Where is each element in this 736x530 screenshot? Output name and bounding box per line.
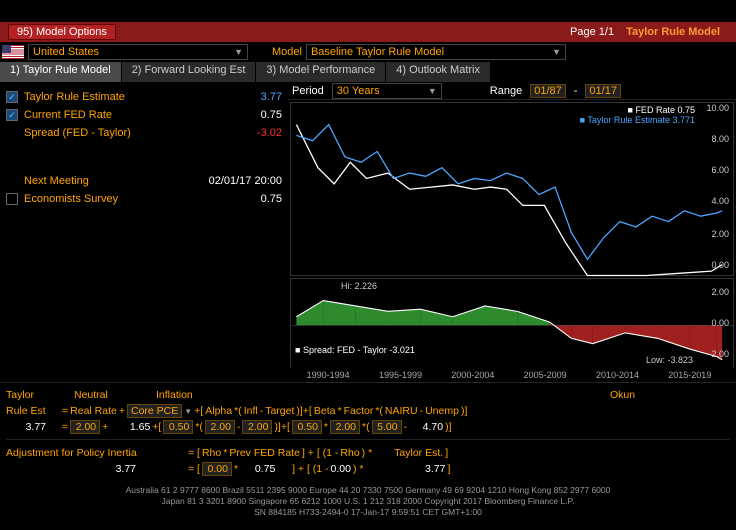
chevron-down-icon: ▼ bbox=[552, 47, 561, 57]
formula-panel: Taylor Neutral Inflation Okun Rule Est =… bbox=[0, 382, 736, 481]
model-options-button[interactable]: 95) Model Options bbox=[8, 24, 116, 40]
row-economists: Economists Survey 0.75 bbox=[6, 190, 282, 208]
estimate-label: Taylor Rule Estimate bbox=[24, 91, 125, 103]
adjustment-row: Adjustment for Policy Inertia = [ Rho * … bbox=[6, 445, 730, 461]
chevron-down-icon: ▼ bbox=[234, 47, 243, 57]
model-dropdown[interactable]: Baseline Taylor Rule Model ▼ bbox=[306, 44, 566, 60]
left-panel: ✓ Taylor Rule Estimate 3.77 ✓ Current FE… bbox=[0, 82, 288, 382]
spread-yaxis: 2.00 0.00 -2.00 bbox=[697, 279, 731, 367]
input-real-rate[interactable]: 2.00 bbox=[70, 420, 100, 434]
input-rho[interactable]: 0.00 bbox=[202, 462, 232, 476]
country-dropdown[interactable]: United States ▼ bbox=[28, 44, 248, 60]
footer: Australia 61 2 9777 8600 Brazil 5511 239… bbox=[0, 481, 736, 522]
topbar bbox=[0, 0, 736, 22]
val-rule: 3.77 bbox=[6, 421, 46, 433]
formula-header1: Taylor Neutral Inflation Okun bbox=[6, 387, 730, 403]
fed-value: 0.75 bbox=[261, 109, 282, 121]
adj-result: 3.77 bbox=[6, 463, 136, 475]
page-indicator: Page 1/1 bbox=[570, 26, 614, 38]
spread-label: Spread (FED - Taylor) bbox=[24, 127, 131, 139]
checkbox-fed[interactable]: ✓ bbox=[6, 109, 18, 121]
period-label: Period bbox=[292, 85, 324, 97]
val-taylor-est: 3.77 bbox=[395, 463, 445, 475]
yaxis: 10.00 8.00 6.00 4.00 2.00 0.00 bbox=[697, 103, 731, 275]
estimate-value: 3.77 bbox=[261, 91, 282, 103]
fed-label: Current FED Rate bbox=[24, 109, 112, 121]
model-dropdown-value: Baseline Taylor Rule Model bbox=[311, 46, 444, 58]
spread-hi: Hi: 2.226 bbox=[341, 281, 377, 291]
core-pce-select[interactable]: Core PCE bbox=[127, 404, 182, 418]
economists-label: Economists Survey bbox=[24, 193, 118, 205]
right-panel: Period 30 Years▼ Range 01/87 - 01/17 ■ F… bbox=[288, 82, 736, 382]
val-unemp: 4.70 bbox=[409, 421, 443, 433]
toolbar: 95) Model Options Page 1/1 Taylor Rule M… bbox=[0, 22, 736, 42]
formula-header2: Rule Est = Real Rate + Core PCE▼ +[ Alph… bbox=[6, 403, 730, 419]
tab-model-performance[interactable]: 3) Model Performance bbox=[256, 62, 386, 82]
economists-value: 0.75 bbox=[261, 193, 282, 205]
val-core: 1.65 bbox=[110, 421, 150, 433]
input-nairu[interactable]: 5.00 bbox=[372, 420, 402, 434]
chevron-down-icon: ▼ bbox=[428, 86, 437, 96]
tab-outlook-matrix[interactable]: 4) Outlook Matrix bbox=[386, 62, 491, 82]
adjustment-values: 3.77 = [ 0.00 * 0.75 ] + [ (1 - 0.00 ) *… bbox=[6, 461, 730, 477]
range-label: Range bbox=[490, 85, 522, 97]
tabs: 1) Taylor Rule Model 2) Forward Looking … bbox=[0, 62, 736, 82]
range-from[interactable]: 01/87 bbox=[530, 84, 566, 98]
period-dropdown[interactable]: 30 Years▼ bbox=[332, 83, 442, 99]
tab-forward-looking[interactable]: 2) Forward Looking Est bbox=[122, 62, 257, 82]
country-row: United States ▼ Model Baseline Taylor Ru… bbox=[0, 42, 736, 62]
row-spread: Spread (FED - Taylor) -3.02 bbox=[6, 124, 282, 142]
row-next-meeting: Next Meeting 02/01/17 20:00 bbox=[6, 172, 282, 190]
main-chart[interactable]: ■ FED Rate 0.75 ■ Taylor Rule Estimate 3… bbox=[290, 102, 734, 276]
row-fed: ✓ Current FED Rate 0.75 bbox=[6, 106, 282, 124]
input-target[interactable]: 2.00 bbox=[242, 420, 272, 434]
input-alpha[interactable]: 0.50 bbox=[163, 420, 193, 434]
xaxis: 1990-19941995-19992000-20042005-20092010… bbox=[288, 370, 736, 384]
tab-taylor-rule[interactable]: 1) Taylor Rule Model bbox=[0, 62, 122, 82]
checkbox-estimate[interactable]: ✓ bbox=[6, 91, 18, 103]
val-prev-fed: 0.75 bbox=[240, 463, 290, 475]
spread-lo: Low: -3.823 bbox=[646, 355, 693, 365]
flag-us-icon bbox=[2, 45, 24, 59]
next-meeting-label: Next Meeting bbox=[24, 175, 89, 187]
range-to[interactable]: 01/17 bbox=[585, 84, 621, 98]
input-factor[interactable]: 2.00 bbox=[330, 420, 360, 434]
spread-legend: ■ Spread: FED - Taylor -3.021 bbox=[295, 345, 415, 355]
spread-value: -3.02 bbox=[257, 127, 282, 139]
row-estimate: ✓ Taylor Rule Estimate 3.77 bbox=[6, 88, 282, 106]
country-dropdown-value: United States bbox=[33, 46, 99, 58]
period-bar: Period 30 Years▼ Range 01/87 - 01/17 bbox=[288, 82, 736, 100]
input-beta[interactable]: 0.50 bbox=[292, 420, 322, 434]
chart-svg bbox=[291, 103, 733, 286]
page-title: Taylor Rule Model bbox=[626, 26, 720, 38]
input-infl[interactable]: 2.00 bbox=[205, 420, 235, 434]
model-label: Model bbox=[272, 46, 302, 58]
checkbox-economists[interactable] bbox=[6, 193, 18, 205]
main: ✓ Taylor Rule Estimate 3.77 ✓ Current FE… bbox=[0, 82, 736, 382]
next-meeting-value: 02/01/17 20:00 bbox=[209, 175, 282, 187]
spread-chart[interactable]: Hi: 2.226 ■ Spread: FED - Taylor -3.021 … bbox=[290, 278, 734, 368]
formula-values: 3.77 = 2.00 + 1.65 +[ 0.50 *( 2.00 - 2.0… bbox=[6, 419, 730, 435]
